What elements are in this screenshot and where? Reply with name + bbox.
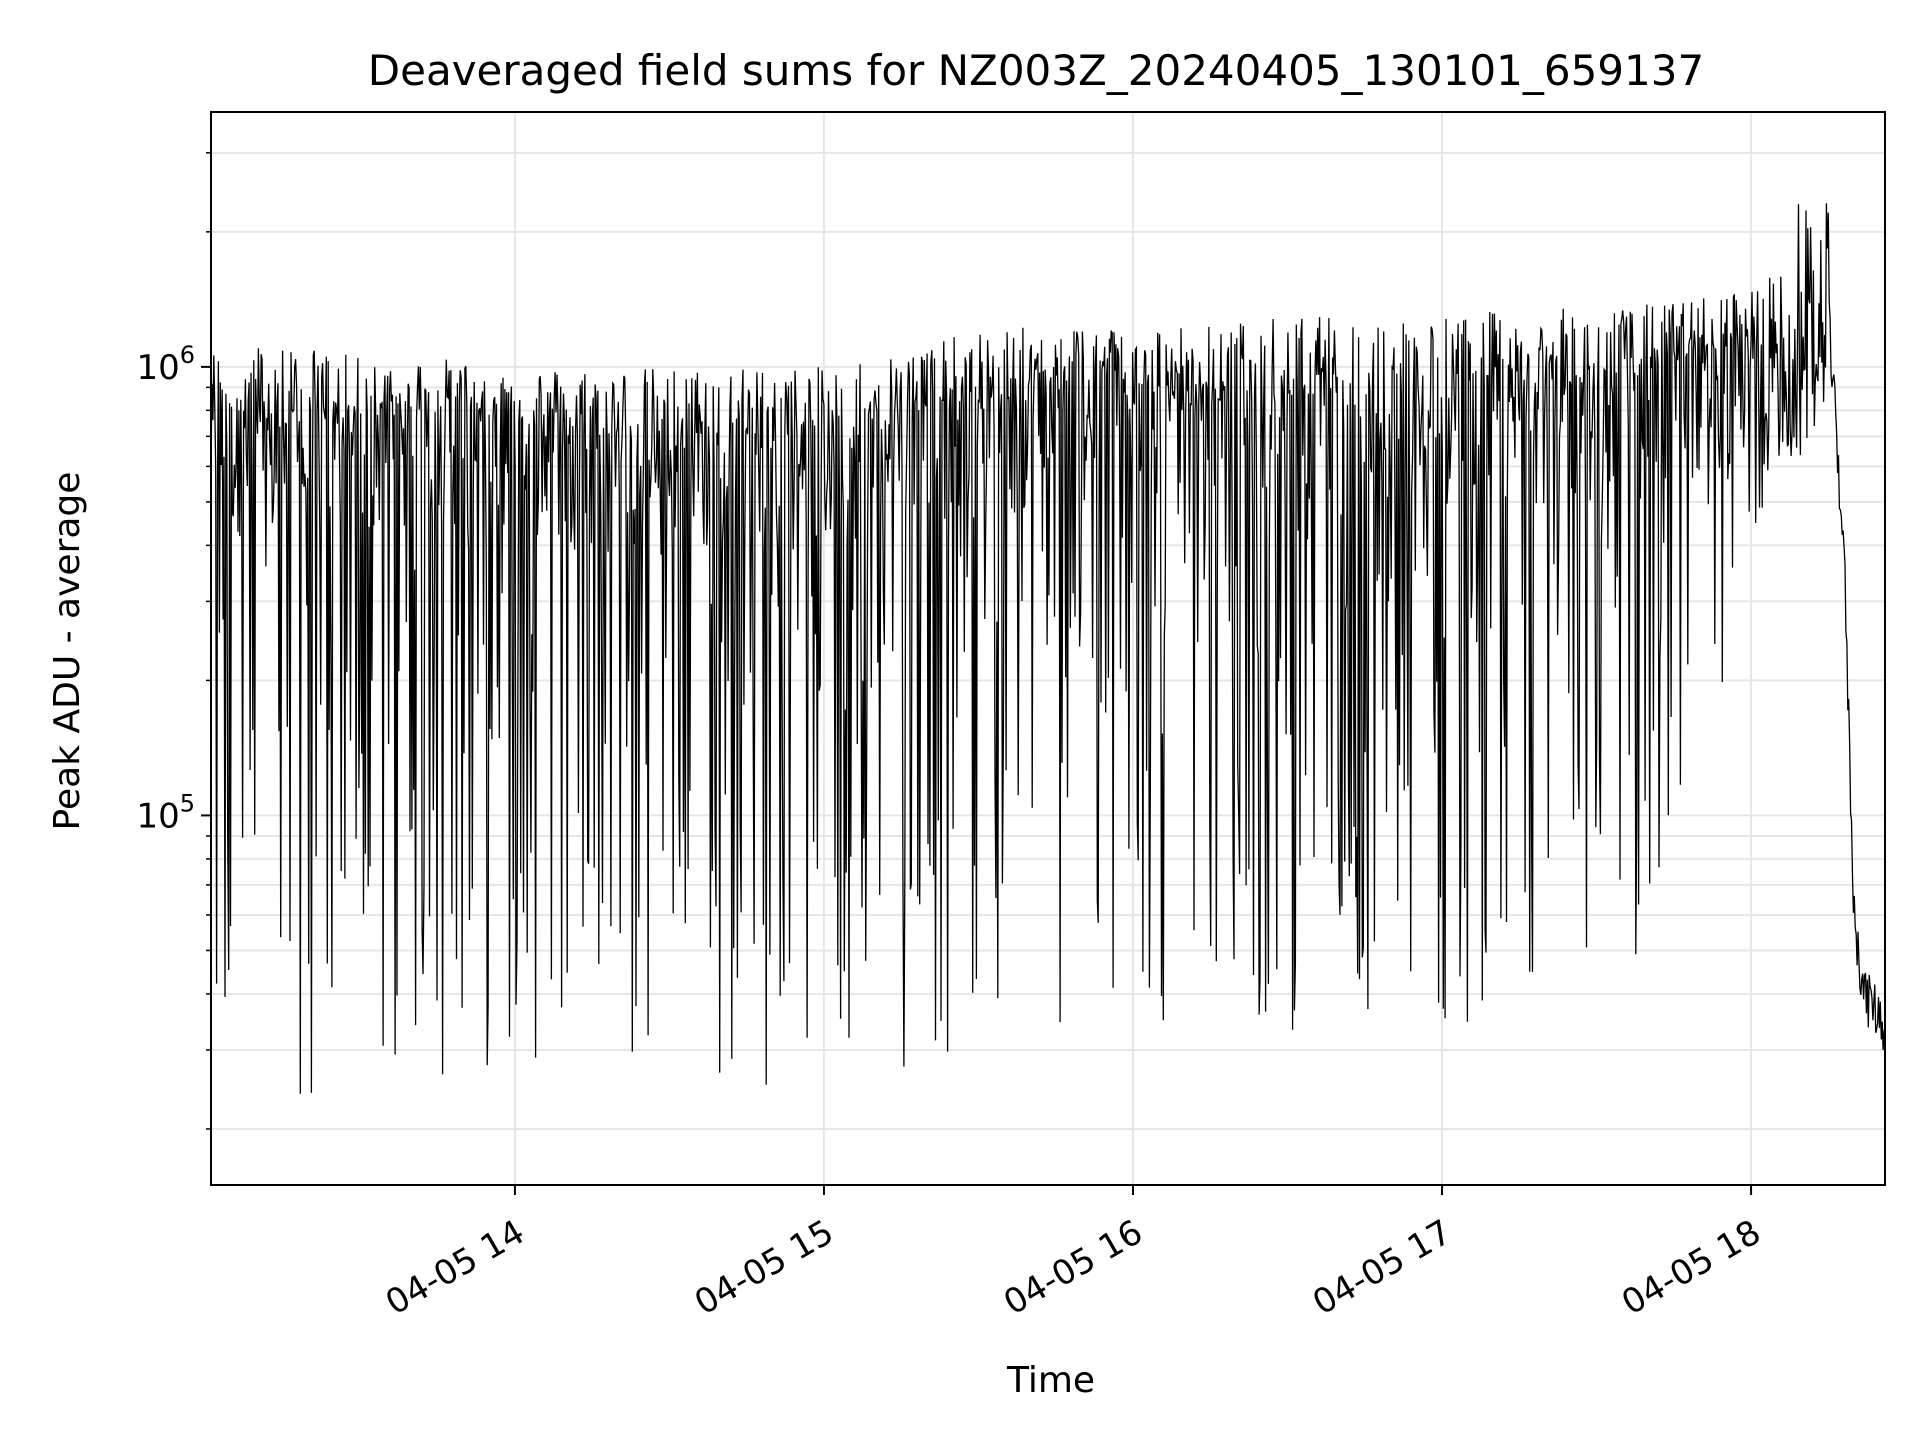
series-line [210,203,1886,1094]
chart-title: Deaveraged field sums for NZ003Z_2024040… [368,46,1704,95]
series-layer [210,203,1886,1094]
x-axis-label: Time [1006,1360,1095,1401]
y-tick-label: 105 [136,789,195,836]
plot-frame [210,111,1886,1186]
y-axis-label: Peak ADU - average [47,472,88,831]
y-tick-label: 106 [136,341,195,388]
